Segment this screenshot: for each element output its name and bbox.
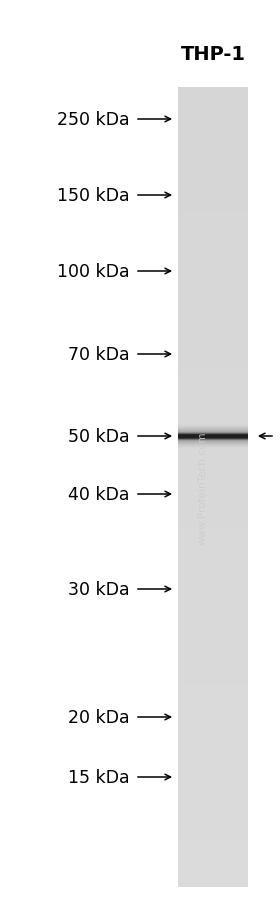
Text: 50 kDa: 50 kDa <box>68 428 130 446</box>
Text: 40 kDa: 40 kDa <box>69 485 130 503</box>
Text: 20 kDa: 20 kDa <box>68 708 130 726</box>
Text: 250 kDa: 250 kDa <box>57 111 130 129</box>
Text: 15 kDa: 15 kDa <box>68 769 130 787</box>
Text: 30 kDa: 30 kDa <box>68 580 130 598</box>
Text: 100 kDa: 100 kDa <box>57 262 130 281</box>
Text: 70 kDa: 70 kDa <box>68 345 130 364</box>
Text: www.ProteinTech.com: www.ProteinTech.com <box>198 431 208 544</box>
Text: THP-1: THP-1 <box>181 45 246 64</box>
Text: 150 kDa: 150 kDa <box>57 187 130 205</box>
